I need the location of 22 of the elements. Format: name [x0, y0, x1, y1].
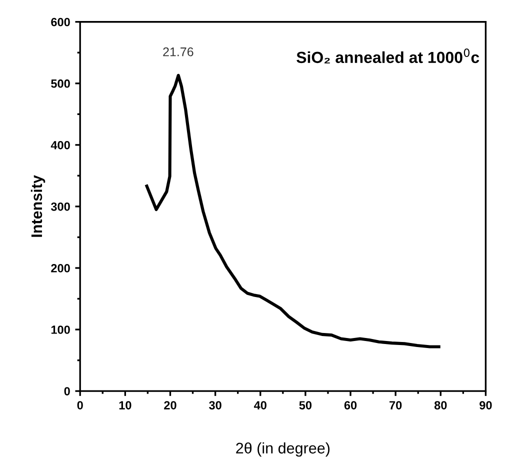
- y-tick-label: 600: [51, 18, 70, 26]
- x-tick-label: 70: [390, 401, 402, 410]
- y-tick-label: 100: [51, 326, 70, 334]
- y-tick-label: 200: [51, 264, 70, 272]
- x-tick-label: 20: [164, 401, 176, 410]
- x-tick-label: 0: [77, 401, 83, 410]
- y-tick-label: 0: [64, 387, 70, 396]
- x-tick-label: 50: [299, 401, 312, 410]
- x-tick-label: 40: [254, 401, 266, 410]
- annotation: SiO₂ annealed at 1000$^{0}$c: [296, 48, 480, 64]
- line-series: [145, 74, 440, 348]
- y-tick-label: 400: [50, 140, 70, 150]
- y-tick-label: 300: [50, 202, 70, 211]
- x-tick-label: 80: [434, 401, 447, 410]
- annotation: 21.76: [163, 47, 194, 56]
- x-tick-label: 30: [209, 401, 222, 410]
- x-tick-label: 90: [480, 401, 492, 410]
- x-tick-label: 10: [119, 401, 132, 410]
- x-tick-label: 60: [344, 401, 357, 410]
- y-tick-label: 500: [51, 79, 70, 88]
- x-axis-title: 2θ (in degree): [236, 442, 330, 457]
- y-axis-title: Intensity: [30, 175, 46, 237]
